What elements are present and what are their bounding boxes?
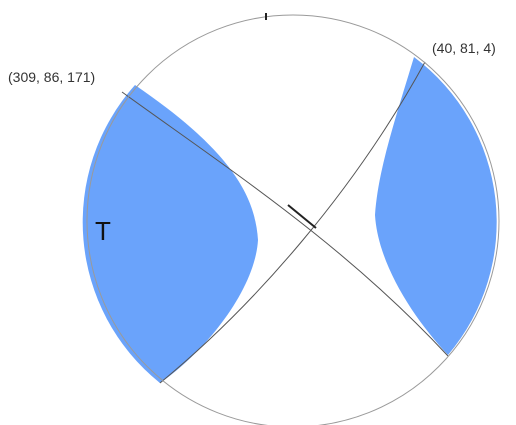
- primitive-circle: [86, 14, 500, 425]
- right-shaded-lobe: [375, 57, 497, 355]
- axis-marker: [287, 204, 317, 229]
- left-shaded-lobe: [82, 85, 258, 383]
- plane-1-label: (309, 86, 171): [8, 69, 95, 85]
- tension-quadrant-label: T: [95, 216, 111, 246]
- nodal-plane-2: [159, 61, 426, 384]
- plane-2-label: (40, 81, 4): [432, 40, 496, 56]
- nodal-plane-1: [121, 91, 449, 357]
